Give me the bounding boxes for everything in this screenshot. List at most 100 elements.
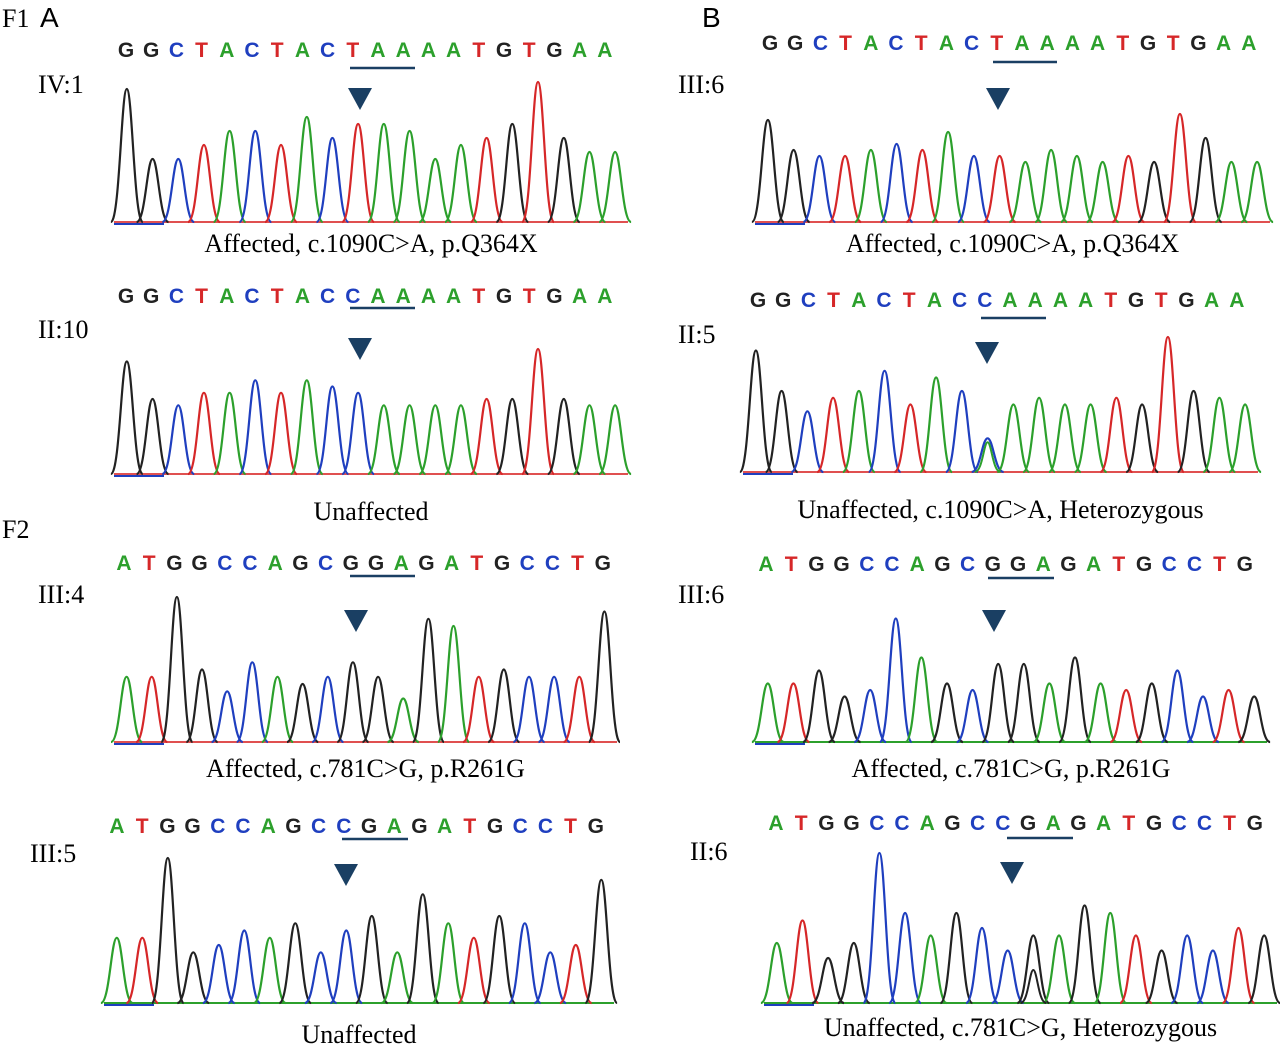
trace-peak <box>99 936 134 1005</box>
base-letter: G <box>546 285 562 308</box>
base-letter: A <box>370 39 385 62</box>
trace-peak <box>546 397 581 476</box>
trace-peak <box>405 893 440 1005</box>
base-letter: C <box>884 553 899 576</box>
trace-peak <box>790 410 825 474</box>
trace-peak <box>212 129 247 224</box>
base-letter: A <box>268 552 283 575</box>
trace-peak <box>996 403 1031 474</box>
base-letter: C <box>545 552 560 575</box>
trace-peak <box>533 951 567 1005</box>
base-letter: A <box>851 289 866 312</box>
trace-caption: Affected, c.781C>G, p.R261G <box>206 754 525 783</box>
trace-peak <box>366 122 401 224</box>
trace-peak <box>109 675 144 744</box>
trace-peak <box>1111 154 1146 224</box>
trace-peak <box>278 922 313 1005</box>
base-letter: G <box>285 815 301 838</box>
base-letter: A <box>444 552 459 575</box>
base-letter: G <box>843 812 859 835</box>
sample-id: II:6 <box>690 837 728 866</box>
trace-peak <box>750 118 785 224</box>
base-letter: G <box>1070 812 1086 835</box>
base-letter: A <box>768 812 783 835</box>
trace-peak <box>392 129 427 224</box>
base-letter: A <box>421 285 436 308</box>
base-letter: T <box>136 815 149 838</box>
trace-peak <box>443 143 478 224</box>
trace-peak <box>482 914 517 1005</box>
sample-id: III:6 <box>678 580 724 609</box>
base-letter: G <box>934 553 950 576</box>
base-letter: T <box>1213 553 1226 576</box>
base-letter: G <box>762 32 778 55</box>
base-letter: A <box>758 553 773 576</box>
trace-peak <box>186 391 221 476</box>
trace-peak <box>1160 669 1195 744</box>
mutation-marker-icon <box>348 338 372 360</box>
base-letter: T <box>827 289 840 312</box>
trace-peak <box>930 682 964 744</box>
trace-peak <box>521 347 556 476</box>
base-letter: A <box>1078 289 1093 312</box>
trace-peak <box>1214 160 1249 224</box>
base-letter: G <box>775 289 791 312</box>
trace-peak <box>160 595 194 744</box>
trace-peak <box>135 675 169 744</box>
base-letter: C <box>311 815 326 838</box>
base-letter: C <box>169 39 184 62</box>
trace-peak <box>971 437 1005 474</box>
base-letter: G <box>418 552 434 575</box>
trace-peak <box>392 404 427 476</box>
trace-peak <box>559 943 593 1005</box>
base-letter: C <box>320 39 335 62</box>
trace-peak <box>289 379 324 476</box>
trace-peak <box>1022 396 1057 474</box>
base-letter: C <box>801 289 816 312</box>
base-letter: T <box>1104 289 1117 312</box>
base-letter: C <box>970 812 985 835</box>
trace-peak <box>904 656 939 744</box>
base-letter: G <box>343 552 359 575</box>
base-letter: G <box>787 32 803 55</box>
base-letter: A <box>370 285 385 308</box>
trace-peak <box>862 851 897 1005</box>
trace-peak <box>1176 389 1211 474</box>
base-letter: T <box>1155 289 1168 312</box>
trace-peak <box>1145 949 1179 1005</box>
trace-caption: Affected, c.1090C>A, p.Q364X <box>204 229 538 258</box>
trace-peak <box>462 675 496 744</box>
trace-peak <box>431 922 466 1005</box>
base-letter: G <box>1010 553 1026 576</box>
trace-peak <box>836 941 871 1005</box>
base-letter: C <box>1172 812 1187 835</box>
base-letter: A <box>446 285 461 308</box>
base-letter: A <box>1229 289 1244 312</box>
base-letter: G <box>1247 812 1263 835</box>
trace-peak <box>1221 926 1256 1005</box>
base-letter: G <box>1128 289 1144 312</box>
base-letter: C <box>217 552 232 575</box>
base-letter: A <box>295 39 310 62</box>
base-letter: T <box>903 289 916 312</box>
trace-peak <box>598 150 633 224</box>
base-letter: G <box>143 285 159 308</box>
trace-peak <box>150 856 185 1005</box>
base-letter: C <box>520 552 535 575</box>
base-letter: T <box>463 815 476 838</box>
base-letter: G <box>1190 32 1206 55</box>
trace-peak <box>944 389 979 474</box>
trace-caption: Unaffected <box>313 497 428 526</box>
trace-peak <box>1212 688 1246 744</box>
sample-id: II:10 <box>38 315 89 344</box>
trace-peak <box>135 397 170 476</box>
trace-peak <box>1137 160 1172 224</box>
trace-peak <box>161 404 196 476</box>
base-letter: G <box>546 39 562 62</box>
